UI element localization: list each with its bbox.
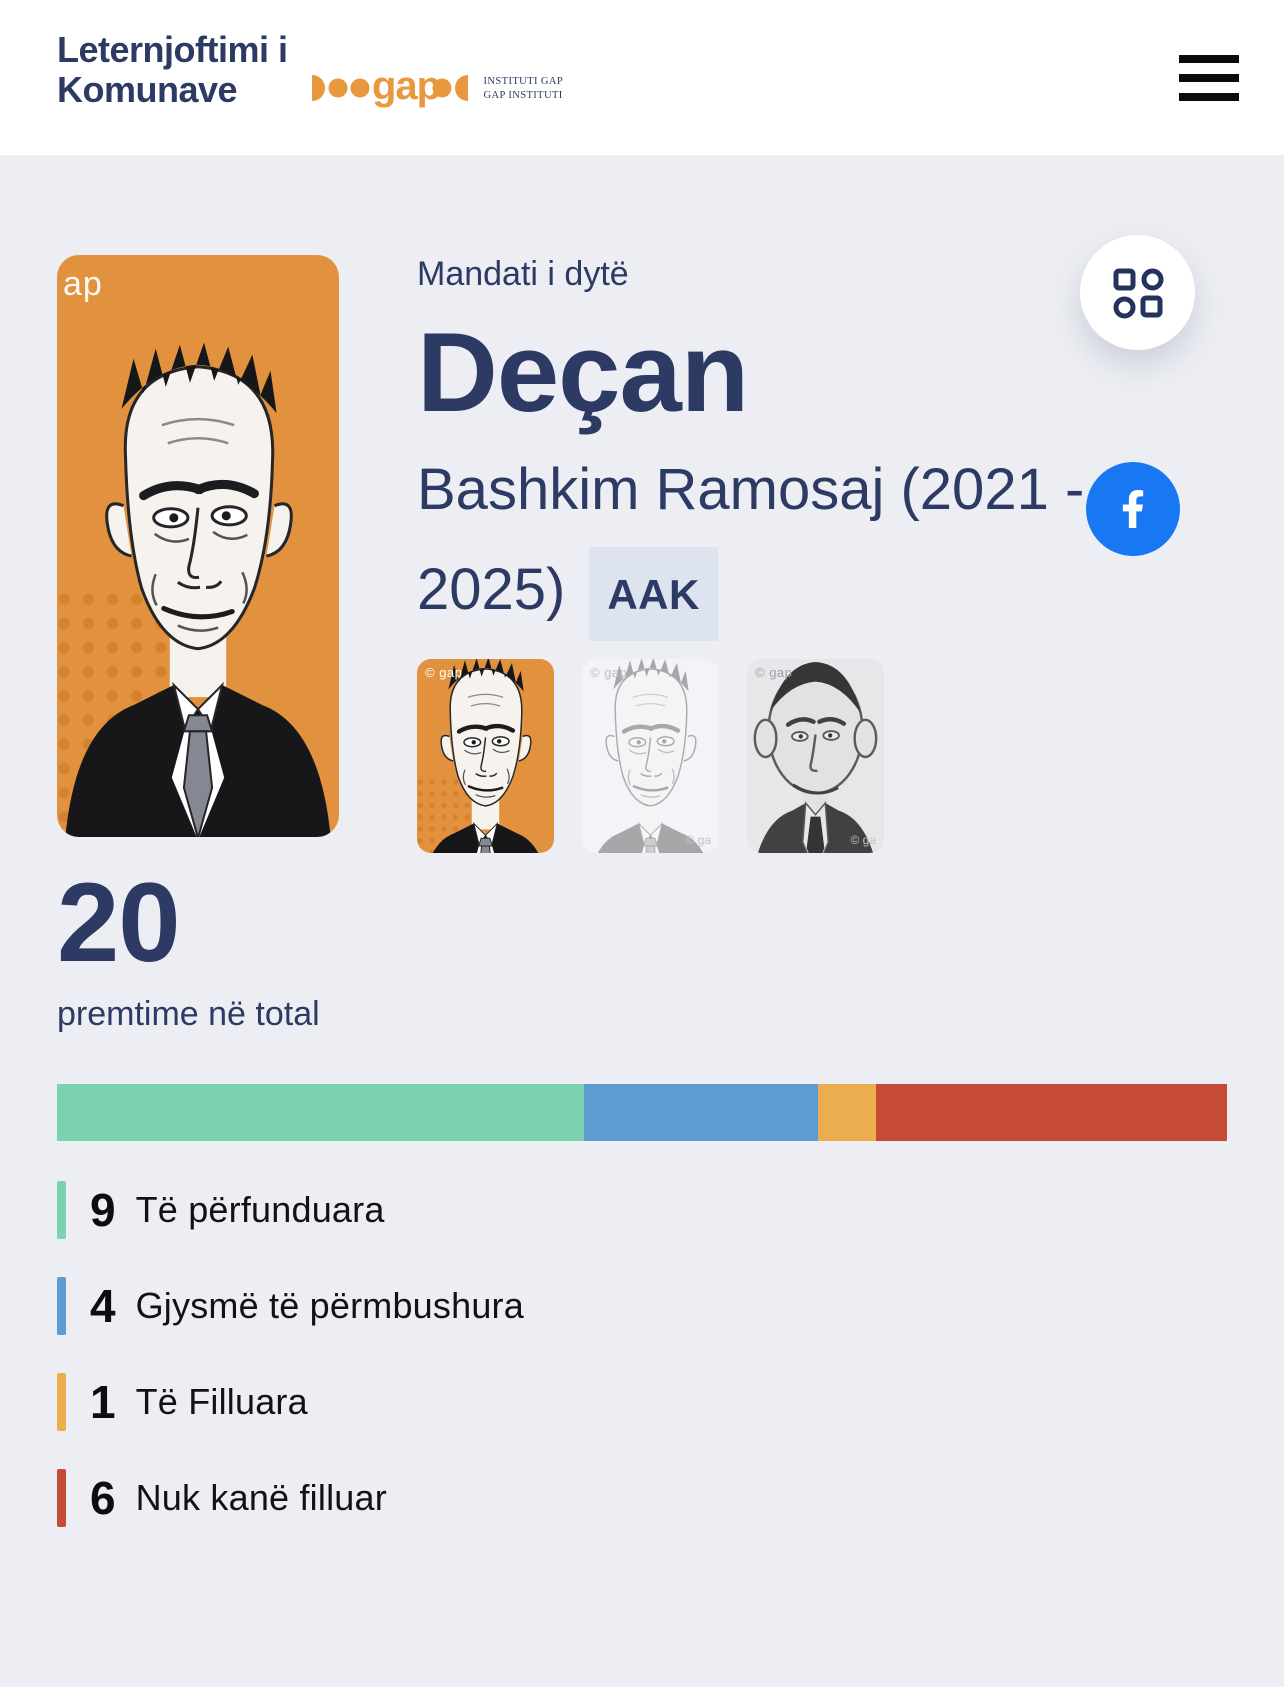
mayor-name: Bashkim Ramosaj (2021 - 2025) AAK [417, 440, 1117, 642]
facebook-icon [1122, 490, 1144, 528]
legend-label: Gjysmë të përmbushura [135, 1285, 524, 1327]
site-title-line1: Leternjoftimi i [57, 29, 288, 70]
apps-grid-button[interactable] [1080, 235, 1195, 350]
thumbnail-2-illustration [582, 659, 719, 853]
total-promises-count: 20 [57, 860, 181, 986]
legend-color-tick [57, 1181, 66, 1240]
bar-segment-2 [583, 1084, 818, 1142]
legend-item-1: 9 Të përfunduara [57, 1181, 1227, 1240]
mayor-portrait-illustration [57, 255, 339, 837]
thumbnail-2-corner-watermark: © ga [685, 833, 711, 848]
promises-bar [57, 1084, 1227, 1142]
party-badge: AAK [589, 547, 718, 642]
legend-count: 4 [90, 1280, 116, 1333]
site-logo[interactable]: Leternjoftimi i Komunave gap INSTITUTI G… [57, 29, 564, 111]
grid-icon [1113, 268, 1163, 318]
mandate-label: Mandati i dytë [417, 255, 629, 293]
hamburger-icon [1179, 55, 1239, 63]
svg-text:gap: gap [372, 64, 440, 108]
legend-item-3: 1 Të Filluara [57, 1373, 1227, 1432]
bar-segment-4 [876, 1084, 1227, 1142]
thumbnail-1-watermark: © gap [425, 665, 463, 681]
thumbnail-portrait-3[interactable]: © gap © ga [747, 659, 884, 854]
legend-item-2: 4 Gjysmë të përmbushura [57, 1277, 1227, 1336]
legend-color-tick [57, 1277, 66, 1336]
gap-institute-logo: gap INSTITUTI GAP GAP INSTITUTI [308, 61, 564, 111]
gap-caption-line1: INSTITUTI GAP [483, 76, 564, 88]
thumbnail-3-watermark: © gap [755, 665, 793, 681]
mayor-name-text: Bashkim Ramosaj (2021 - 2025) [417, 457, 1085, 623]
site-title-line2: Komunave [57, 69, 238, 111]
legend-color-tick [57, 1373, 66, 1432]
bar-segment-3 [817, 1084, 876, 1142]
legend-color-tick [57, 1469, 66, 1528]
gap-logo-icon: gap [311, 64, 468, 108]
legend-label: Të përfunduara [135, 1189, 385, 1231]
total-promises-label: premtime në total [57, 995, 320, 1034]
legend: 9 Të përfunduara 4 Gjysmë të përmbushura 1 Të… [57, 1181, 1227, 1528]
thumbnail-portrait-1[interactable]: © gap [417, 659, 554, 854]
header: Leternjoftimi i Komunave gap INSTITUTI G… [0, 0, 1284, 155]
gap-caption-line2: GAP INSTITUTI [483, 89, 563, 101]
portrait-thumbnails: © gap © gap © ga © gap © ga [417, 659, 1227, 854]
promises-summary: 20 premtime në total 9 Të përfunduara 4 Gjy… [0, 853, 1284, 1528]
legend-label: Nuk kanë filluar [135, 1477, 387, 1519]
facebook-share-button[interactable] [1086, 462, 1180, 556]
bar-segment-1 [57, 1084, 584, 1142]
menu-button[interactable] [1179, 55, 1239, 101]
thumbnail-3-illustration [747, 659, 884, 853]
legend-label: Të Filluara [135, 1381, 308, 1423]
hero-section: ap Mandati i dytë Deçan Bashkim Ramosaj … [0, 155, 1284, 854]
legend-count: 1 [90, 1376, 116, 1429]
thumbnail-portrait-2[interactable]: © gap © ga [582, 659, 719, 854]
legend-item-4: 6 Nuk kanë filluar [57, 1469, 1227, 1528]
thumbnail-2-watermark: © gap [590, 665, 628, 681]
thumbnail-3-corner-watermark: © ga [850, 833, 876, 848]
site-title: Leternjoftimi i Komunave [57, 29, 288, 111]
gap-caption: INSTITUTI GAP GAP INSTITUTI [484, 75, 564, 108]
municipality-title: Deçan [417, 310, 749, 435]
portrait-watermark: ap [63, 265, 103, 303]
mayor-portrait-card: ap [57, 255, 339, 837]
legend-count: 6 [90, 1472, 116, 1525]
legend-count: 9 [90, 1184, 116, 1237]
thumbnail-1-illustration [417, 659, 554, 854]
